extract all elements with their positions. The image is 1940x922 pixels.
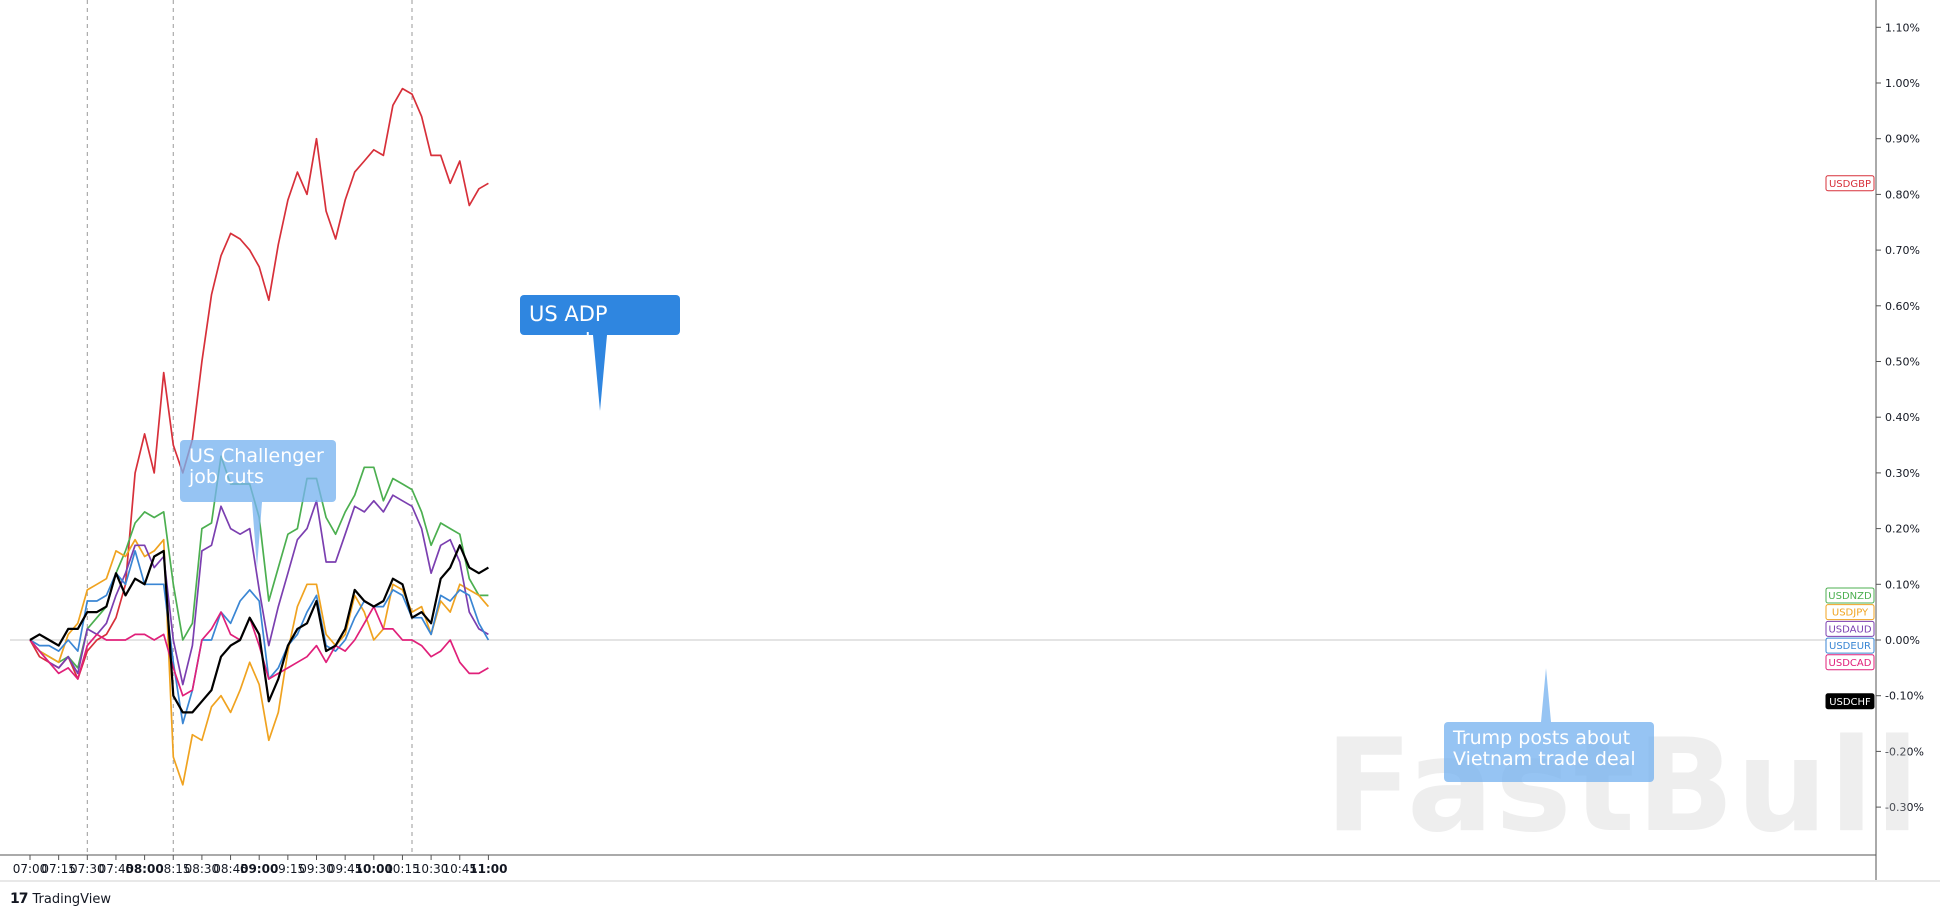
- brand[interactable]: 17 TradingView: [10, 891, 111, 907]
- x-tick-label: 08:00: [125, 862, 163, 876]
- series-label-box-usdgbp: [1825, 175, 1875, 192]
- series-label-box-usdcad: [1825, 654, 1875, 671]
- series-label-usdgbp: USDGBP: [1829, 179, 1871, 190]
- y-tick-label: 1.00%: [1885, 77, 1920, 90]
- series-label-box-usdnzd: [1825, 587, 1875, 604]
- series-label-usdjpy: USDJPY: [1832, 608, 1869, 619]
- series-label-box-usdaud: [1825, 620, 1875, 637]
- x-tick-label: 10:45: [442, 862, 477, 876]
- x-tick-label: 09:30: [299, 862, 334, 876]
- series-lines: [29, 87, 490, 786]
- event-lines: [86, 0, 413, 855]
- y-tick-label: 0.60%: [1885, 300, 1920, 313]
- x-tick-label: 08:45: [213, 862, 248, 876]
- x-tick-label: 07:30: [70, 862, 105, 876]
- annotation-challenger-pointer: [252, 502, 262, 568]
- series-label-box-usdeur: [1825, 637, 1875, 654]
- series-label-usdnzd: USDNZD: [1828, 591, 1872, 602]
- annotation-challenger-line2: job cuts: [189, 466, 264, 488]
- y-tick-label: -0.30%: [1885, 801, 1924, 814]
- x-tick-label: 10:30: [414, 862, 449, 876]
- series-label-usdcad: USDCAD: [1829, 658, 1872, 669]
- annotation-trump-pointer: [1541, 668, 1551, 722]
- x-tick-label: 07:15: [41, 862, 76, 876]
- series-line-usdjpy: [29, 538, 490, 786]
- annotation-challenger-line1: US Challenger: [189, 445, 324, 467]
- x-tick-label: 10:15: [385, 862, 420, 876]
- y-tick-label: 0.00%: [1885, 634, 1920, 647]
- series-line-usdcad: [29, 605, 489, 697]
- annotation-trump-line1: Trump posts about: [1453, 727, 1631, 749]
- x-tick-label: 09:00: [240, 862, 278, 876]
- annotation-adp-line1: US ADP report: [529, 302, 608, 352]
- annotation-adp-pointer: [593, 335, 607, 411]
- y-tick-label: 0.90%: [1885, 133, 1920, 146]
- x-tick-label: 11:00: [469, 862, 507, 876]
- y-tick-label: 0.40%: [1885, 411, 1920, 424]
- y-tick-label: 0.70%: [1885, 244, 1920, 257]
- annotation-adp: US ADP report: [520, 295, 680, 352]
- y-tick-labels: 1.10% 1.00% 0.90% 0.80% 0.70% 0.60% 0.50% 0.40%…: [1876, 21, 1924, 814]
- x-tick-label: 09:45: [328, 862, 363, 876]
- tradingview-logo-icon: 17: [10, 891, 29, 907]
- y-tick-label: -0.20%: [1885, 745, 1924, 758]
- series-label-box-usdchf: [1825, 693, 1875, 710]
- series-label-usdeur: USDEUR: [1829, 641, 1871, 652]
- y-tick-label: 0.20%: [1885, 523, 1920, 536]
- annotation-trump: Trump posts about Vietnam trade deal: [1444, 722, 1654, 782]
- x-tick-label: 07:00: [13, 862, 48, 876]
- series-label-usdaud: USDAUD: [1828, 624, 1871, 635]
- series-label-usdchf: USDCHF: [1829, 697, 1871, 708]
- x-tick-label: 08:30: [185, 862, 220, 876]
- annotation-trump-line2: Vietnam trade deal: [1453, 748, 1636, 770]
- y-tick-label: 0.50%: [1885, 356, 1920, 369]
- x-tick-label: 08:15: [156, 862, 191, 876]
- y-tick-label: 1.10%: [1885, 21, 1920, 34]
- y-tick-label: 0.10%: [1885, 578, 1920, 591]
- x-tick-label: 10:00: [355, 862, 393, 876]
- series-labels: USDGBP USDNZD USDJPY USDAUD USDEUR USDCAD USDC…: [1825, 175, 1875, 710]
- series-label-box-usdjpy: [1825, 604, 1875, 621]
- series-line-usdchf: [29, 544, 489, 714]
- series-line-usdgbp: [29, 87, 489, 680]
- y-tick-label: 0.30%: [1885, 467, 1920, 480]
- series-line-usdaud: [29, 494, 489, 686]
- x-tick-labels: 07:0007:1507:3007:4508:0008:1508:3008:45…: [13, 855, 508, 876]
- y-tick-label: -0.10%: [1885, 690, 1924, 703]
- x-tick-label: 09:15: [271, 862, 306, 876]
- annotation-challenger: US Challenger job cuts: [180, 440, 336, 502]
- x-tick-label: 07:45: [99, 862, 134, 876]
- y-tick-label: 0.80%: [1885, 188, 1920, 201]
- axes: [0, 0, 1940, 882]
- brand-name: TradingView: [32, 891, 112, 907]
